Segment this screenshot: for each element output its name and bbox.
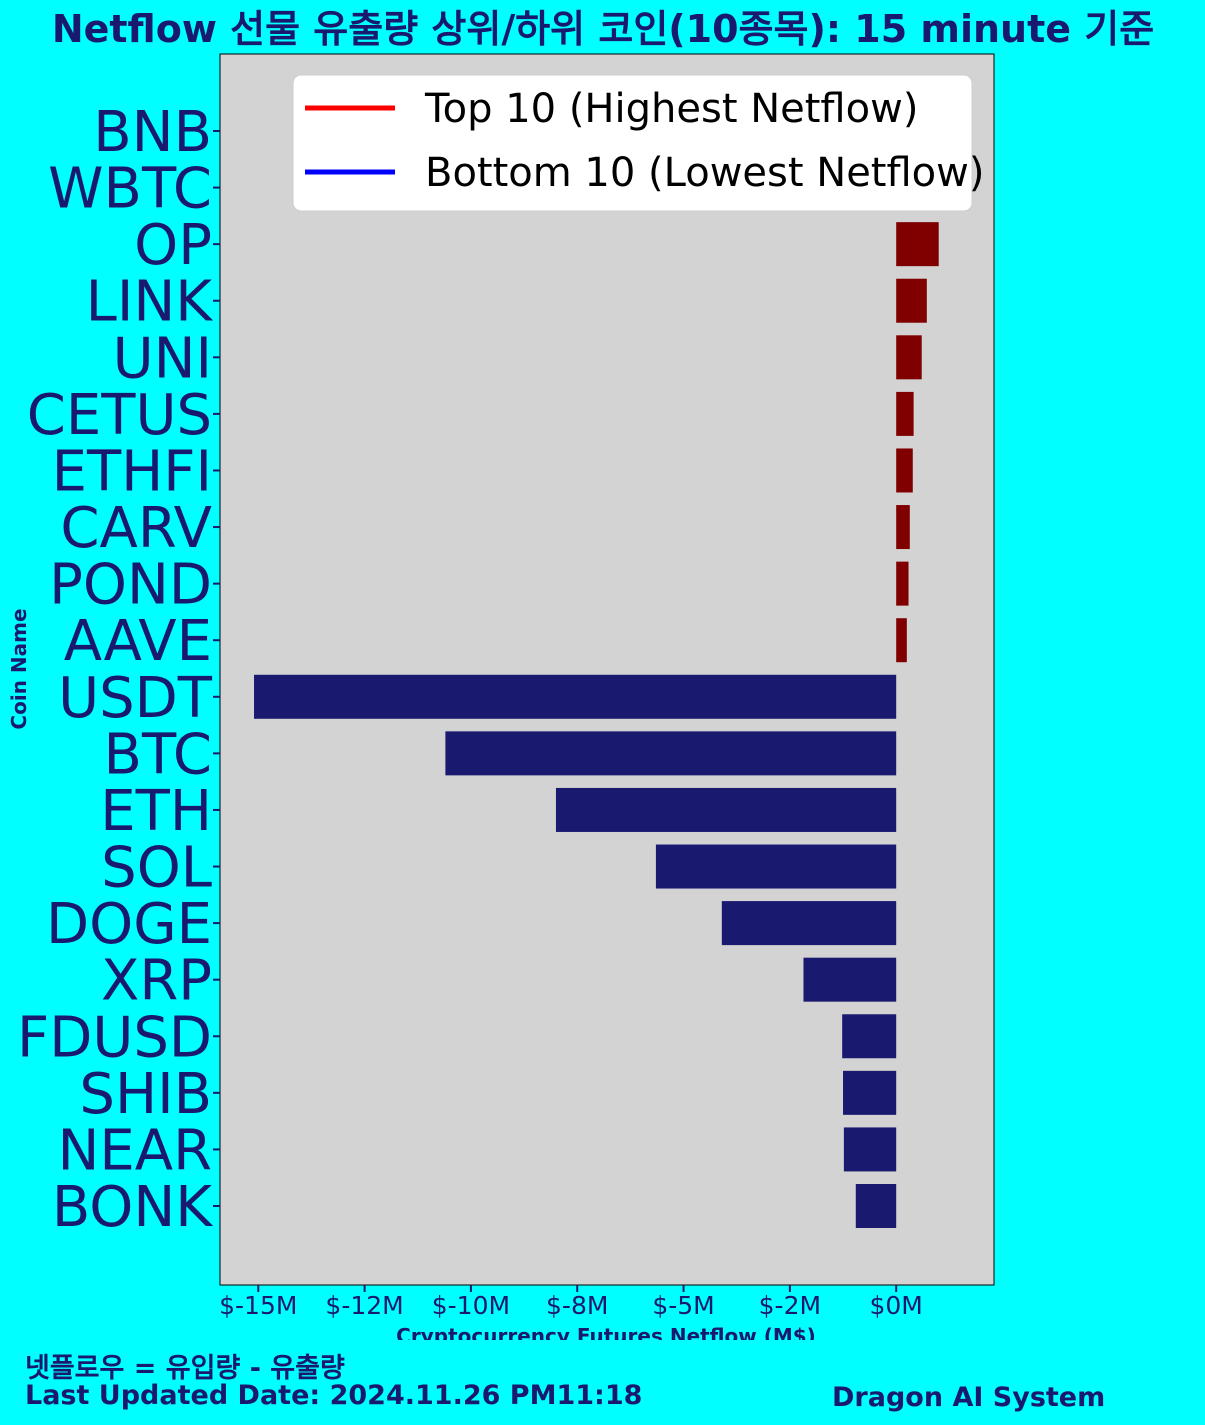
bar-op	[896, 222, 939, 267]
y-axis-ticks: BNBWBTCOPLINKUNICETUSETHFICARVPONDAAVEUS…	[17, 100, 220, 1240]
bar-uni	[896, 335, 922, 380]
x-tick-label: $-8M	[546, 1291, 608, 1320]
bar-xrp	[803, 957, 897, 1002]
y-tick-label: SOL	[101, 836, 212, 901]
x-tick-label: $-12M	[325, 1291, 403, 1320]
bar-shib	[843, 1070, 897, 1115]
bar-usdt	[254, 674, 897, 719]
bar-near	[843, 1127, 897, 1172]
y-tick-label: USDT	[58, 666, 213, 731]
y-tick-label: LINK	[86, 270, 214, 335]
bar-fdusd	[842, 1014, 897, 1059]
y-tick-label: OP	[134, 213, 212, 278]
legend: Top 10 (Highest Netflow) Bottom 10 (Lowe…	[292, 74, 984, 212]
x-axis-ticks: $-15M $-12M $-10M $-8M $-5M $-2M $0M	[219, 1285, 923, 1320]
x-tick-label: $-2M	[759, 1291, 821, 1320]
bar-aave	[896, 618, 907, 663]
bar-cetus	[896, 391, 914, 436]
legend-box	[292, 74, 973, 212]
y-tick-label: SHIB	[79, 1062, 212, 1127]
x-tick-label: $0M	[869, 1291, 922, 1320]
bar-ethfi	[896, 448, 913, 493]
x-tick-label: $-15M	[219, 1291, 297, 1320]
y-tick-label: NEAR	[58, 1118, 213, 1183]
legend-label-top: Top 10 (Highest Netflow)	[424, 86, 918, 132]
y-tick-label: ETH	[100, 779, 212, 844]
last-updated: Last Updated Date: 2024.11.26 PM11:18	[25, 1380, 643, 1411]
y-tick-label: UNI	[113, 326, 212, 391]
y-axis-label: Coin Name	[7, 608, 31, 729]
y-tick-label: POND	[49, 553, 212, 618]
y-tick-label: XRP	[101, 949, 212, 1014]
y-tick-label: AAVE	[64, 609, 212, 674]
netflow-formula: 넷플로우 = 유입량 - 유출량	[25, 1353, 345, 1384]
y-tick-label: BTC	[104, 722, 212, 787]
legend-label-bottom: Bottom 10 (Lowest Netflow)	[425, 150, 984, 196]
y-tick-label: BONK	[52, 1175, 213, 1240]
netflow-chart: Netflow 선물 유출량 상위/하위 코인(10종목): 15 minute…	[7, 7, 1154, 1340]
bar-pond	[896, 561, 909, 606]
bars-group	[254, 222, 939, 1228]
bar-doge	[721, 901, 897, 946]
bar-sol	[655, 844, 897, 889]
chart-title: Netflow 선물 유출량 상위/하위 코인(10종목): 15 minute…	[52, 7, 1154, 51]
y-tick-label: FDUSD	[17, 1005, 212, 1070]
y-tick-label: DOGE	[46, 892, 212, 957]
y-tick-label: CARV	[60, 496, 212, 561]
x-tick-label: $-5M	[652, 1291, 714, 1320]
y-tick-label: CETUS	[27, 383, 212, 448]
x-tick-label: $-10M	[432, 1291, 510, 1320]
brand-label: Dragon AI System	[832, 1382, 1106, 1413]
x-axis-label: Cryptocurrency Futures Netflow (M$)	[396, 1324, 816, 1340]
bar-carv	[896, 505, 910, 550]
bar-eth	[555, 787, 897, 832]
y-tick-label: BNB	[93, 100, 212, 165]
y-tick-label: ETHFI	[52, 439, 212, 504]
y-tick-label: WBTC	[48, 157, 212, 222]
bar-link	[896, 278, 927, 323]
bar-btc	[445, 731, 897, 776]
bar-bonk	[855, 1184, 897, 1228]
